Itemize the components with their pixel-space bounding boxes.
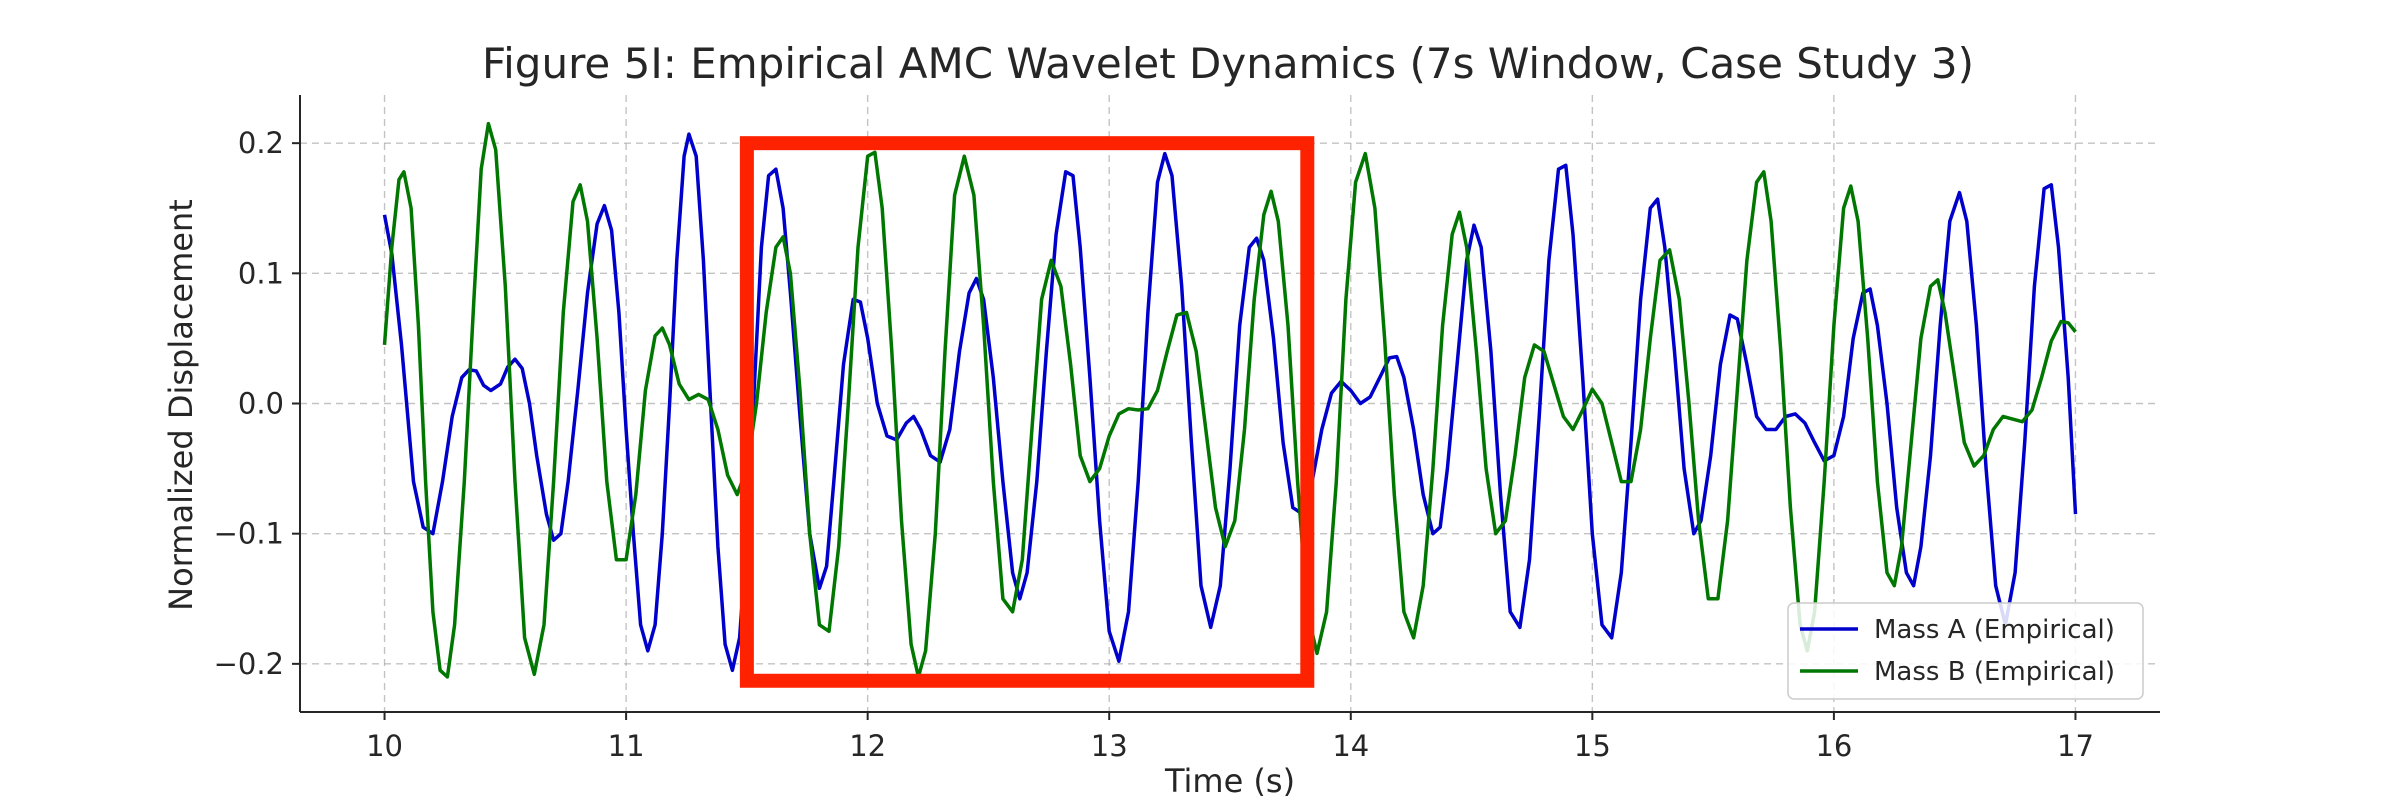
y-tick-label: −0.1 (214, 517, 284, 551)
legend-label-mass-a: Mass A (Empirical) (1874, 615, 2115, 645)
chart-title: Figure 5I: Empirical AMC Wavelet Dynamic… (482, 39, 1974, 88)
x-tick-label: 16 (1815, 729, 1852, 763)
x-ticks: 10 11 12 13 14 15 16 17 (366, 712, 2094, 763)
y-axis-label: Normalized Displacement (162, 199, 200, 611)
x-tick-label: 14 (1332, 729, 1369, 763)
y-tick-label: 0.2 (238, 126, 284, 160)
y-ticks: −0.2 −0.1 0.0 0.1 0.2 (214, 126, 300, 681)
legend-box (1787, 602, 2144, 700)
x-tick-label: 10 (366, 729, 403, 763)
highlight-box (739, 136, 1315, 688)
x-tick-label: 17 (2057, 729, 2094, 763)
x-tick-label: 15 (1574, 729, 1611, 763)
x-tick-label: 12 (849, 729, 886, 763)
legend: Mass A (Empirical) Mass B (Empirical) (1787, 602, 2144, 700)
x-tick-label: 11 (608, 729, 645, 763)
x-axis-label: Time (s) (1164, 762, 1295, 800)
y-tick-label: −0.2 (214, 647, 284, 681)
y-tick-label: 0.0 (238, 387, 284, 421)
series-line-mass-a (382, 132, 2078, 673)
plot-lines (382, 121, 2078, 679)
legend-label-mass-b: Mass B (Empirical) (1874, 657, 2115, 687)
x-tick-label: 13 (1091, 729, 1128, 763)
y-tick-label: 0.1 (238, 256, 284, 290)
